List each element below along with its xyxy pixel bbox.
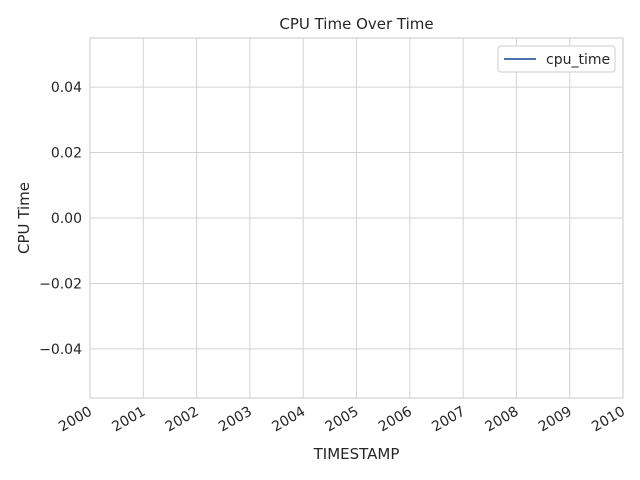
x-tick-label: 2005 [323, 404, 362, 436]
y-tick-label: 0.04 [51, 80, 82, 96]
y-tick-labels: 0.04 0.02 0.00 −0.02 −0.04 [39, 80, 82, 358]
x-tick-label: 2002 [163, 404, 202, 436]
x-tick-label: 2000 [56, 404, 95, 436]
x-tick-label: 2007 [429, 404, 468, 436]
x-axis-label: TIMESTAMP [313, 445, 400, 463]
plot-frame [89, 37, 624, 399]
y-axis-label: CPU Time [15, 182, 33, 254]
chart-title: CPU Time Over Time [279, 15, 433, 33]
y-tick-label: −0.04 [39, 342, 82, 358]
y-tick-label: 0.00 [51, 211, 82, 227]
y-tick-label: 0.02 [51, 146, 82, 162]
x-tick-labels: 2000 2001 2002 2003 2004 2005 2006 2007 2008 2009… [56, 404, 628, 436]
legend: cpu_time [497, 45, 616, 73]
x-tick-label: 2001 [109, 404, 148, 436]
y-tick-label: −0.02 [39, 276, 82, 292]
x-tick-label: 2010 [589, 404, 628, 436]
x-tick-label: 2008 [483, 404, 522, 436]
legend-label-cpu-time: cpu_time [546, 52, 610, 68]
x-tick-label: 2004 [269, 404, 308, 436]
y-gridlines [90, 86, 623, 350]
x-tick-label: 2006 [376, 404, 415, 436]
legend-box [497, 45, 616, 73]
x-tick-label: 2009 [536, 404, 575, 436]
x-tick-label: 2003 [216, 404, 255, 436]
